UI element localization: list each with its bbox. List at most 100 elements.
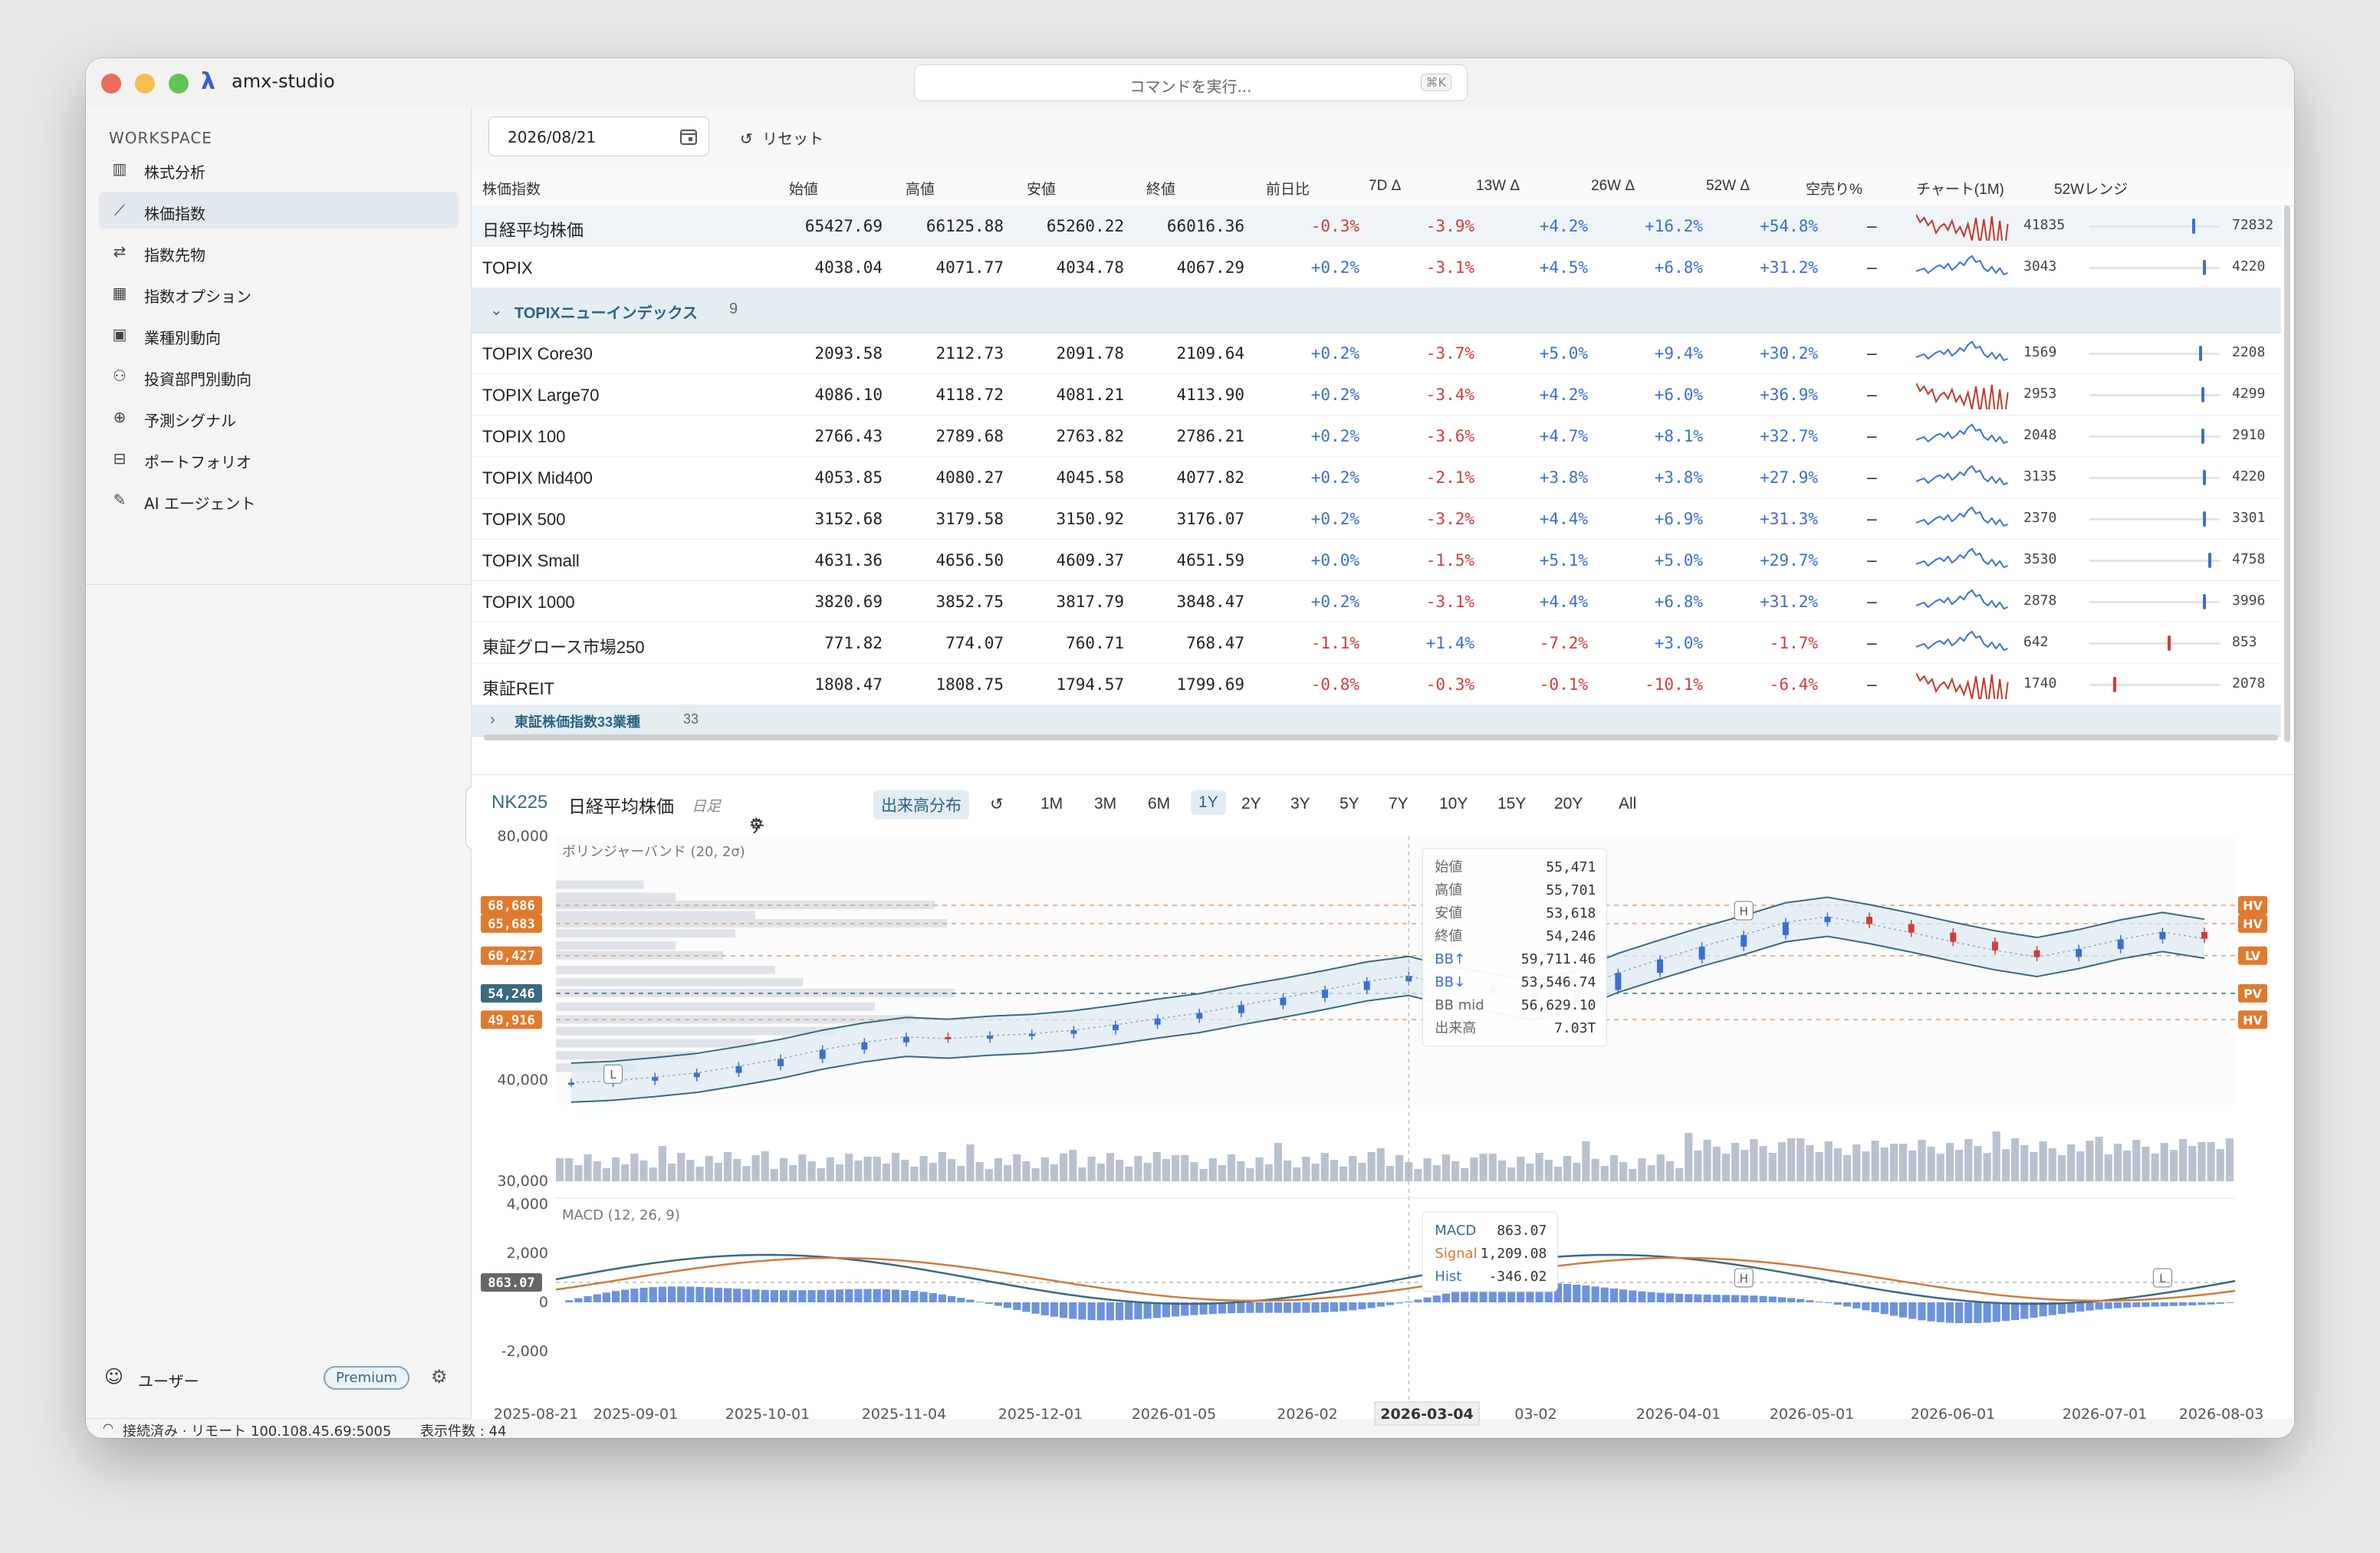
volume-bar bbox=[2160, 1143, 2168, 1181]
macd-histogram-bar bbox=[826, 1289, 834, 1302]
volume-bar bbox=[2123, 1151, 2132, 1181]
cell-name: TOPIX Mid400 bbox=[482, 468, 593, 488]
volume-profile-toggle[interactable]: 出来高分布 bbox=[873, 790, 969, 819]
column-header[interactable]: 前日比 bbox=[1266, 182, 1310, 198]
command-palette-input[interactable]: コマンドを実行... ⌘K bbox=[914, 64, 1468, 101]
macd-histogram-bar bbox=[1246, 1302, 1254, 1313]
column-header[interactable]: 始値 bbox=[789, 182, 819, 198]
reset-button[interactable]: ↺ リセット bbox=[740, 126, 823, 149]
table-row[interactable]: TOPIX Core30 2093.58 2112.73 2091.78 2109.64… bbox=[472, 333, 2281, 374]
macd-histogram-bar bbox=[1582, 1285, 1590, 1302]
x-tick-label: 2026-06-01 bbox=[1911, 1406, 1995, 1423]
macd-histogram-bar bbox=[574, 1298, 583, 1302]
column-header[interactable]: 13W Δ bbox=[1476, 178, 1520, 194]
table-row[interactable]: 東証グロース市場250 771.82 774.07 760.71 768.47 -1.1%… bbox=[472, 622, 2281, 664]
price-tag-label: 60,427 bbox=[488, 949, 534, 964]
column-header[interactable]: 空売り% bbox=[1806, 182, 1862, 198]
chart-reset-icon[interactable]: ↺ bbox=[990, 796, 1004, 813]
calendar-icon[interactable] bbox=[679, 127, 698, 146]
macd-histogram-bar bbox=[1927, 1302, 1935, 1322]
volume-bar bbox=[668, 1164, 676, 1181]
date-picker-input[interactable]: 2026/08/21 bbox=[488, 117, 709, 156]
table-row[interactable]: TOPIX 4038.04 4071.77 4034.78 4067.29 +0.2% -3… bbox=[472, 247, 2281, 288]
cell-short: — bbox=[1867, 427, 1877, 445]
volume-bar bbox=[994, 1158, 1002, 1181]
column-header[interactable]: チャート(1M) bbox=[1916, 182, 2004, 198]
macd-tooltip-value: 1,209.08 bbox=[1481, 1246, 1547, 1262]
macd-histogram-bar bbox=[1806, 1300, 1814, 1302]
sidebar-item-label: 業種別動向 bbox=[144, 329, 221, 347]
sidebar-item-8[interactable]: ⊟ ポートフォリオ bbox=[98, 440, 459, 477]
sidebar-item-label: 指数先物 bbox=[144, 246, 205, 264]
range-button-all[interactable]: All bbox=[1619, 795, 1637, 813]
settings-gear-icon[interactable]: ⚙ bbox=[431, 1366, 448, 1387]
range-button-15y[interactable]: 15Y bbox=[1497, 795, 1527, 813]
vertical-scrollbar[interactable] bbox=[2284, 205, 2290, 742]
sidebar-item-1[interactable]: ▥ 株式分析 bbox=[98, 150, 459, 187]
range-button-3y[interactable]: 3Y bbox=[1290, 795, 1310, 813]
volume-bar bbox=[705, 1156, 713, 1181]
cell-name: TOPIX 1000 bbox=[482, 593, 575, 612]
volume-bar bbox=[1031, 1168, 1040, 1181]
chart-marker-label: L bbox=[2159, 1272, 2166, 1285]
sidebar-item-3[interactable]: ⇄ 指数先物 bbox=[98, 233, 459, 270]
user-row[interactable]: ☺ ユーザー Premium ⚙ bbox=[101, 1364, 454, 1395]
volume-bar bbox=[2151, 1154, 2159, 1181]
table-row[interactable]: TOPIX Small 4631.36 4656.50 4609.37 4651.59 +… bbox=[472, 540, 2281, 581]
sidebar-item-6[interactable]: ⚇ 投資部門別動向 bbox=[98, 357, 459, 394]
zoom-window-button[interactable] bbox=[169, 74, 189, 94]
column-header[interactable]: 7D Δ bbox=[1369, 178, 1402, 194]
range-button-6m[interactable]: 6M bbox=[1148, 795, 1171, 813]
sidebar-item-9[interactable]: ✎ AI エージェント bbox=[98, 481, 459, 518]
sidebar-item-5[interactable]: ▣ 業種別動向 bbox=[98, 316, 459, 353]
column-header[interactable]: 26W Δ bbox=[1591, 178, 1635, 194]
close-window-button[interactable] bbox=[101, 74, 121, 94]
table-row[interactable]: 東証REIT 1808.47 1808.75 1794.57 1799.69 -0.8% -… bbox=[472, 664, 2281, 705]
group-row-33-sectors[interactable]: › 東証株価指数33業種 33 bbox=[472, 705, 2281, 737]
column-header[interactable]: 52W Δ bbox=[1706, 178, 1750, 194]
users-icon: ⚇ bbox=[113, 366, 127, 385]
cell-w13: +3.8% bbox=[1539, 468, 1588, 487]
sidebar-item-2[interactable]: ⟋ 株価指数 bbox=[98, 192, 459, 228]
group-row-topix-new-index[interactable]: ⌄ TOPIXニューインデックス 9 bbox=[472, 288, 2281, 333]
horizontal-scrollbar[interactable] bbox=[484, 734, 2278, 740]
column-header[interactable]: 高値 bbox=[906, 182, 935, 198]
table-row[interactable]: 日経平均株価 65427.69 66125.88 65260.22 66016.36 -0… bbox=[472, 205, 2281, 247]
price-chart[interactable]: 80,000 40,000 30,000 ボリンジャーバンド (20, 2σ) 68,6… bbox=[472, 806, 2294, 1434]
table-row[interactable]: TOPIX 100 2766.43 2789.68 2763.82 2786.21 +0.… bbox=[472, 415, 2281, 457]
sparkline-chart bbox=[1916, 465, 2008, 486]
range-button-1y[interactable]: 1Y bbox=[1191, 790, 1226, 815]
cell-open: 4631.36 bbox=[814, 551, 883, 570]
table-row[interactable]: TOPIX 500 3152.68 3179.58 3150.92 3176.07 +0.… bbox=[472, 498, 2281, 540]
column-header[interactable]: 終値 bbox=[1146, 182, 1176, 198]
range-button-3m[interactable]: 3M bbox=[1094, 795, 1117, 813]
range-button-1m[interactable]: 1M bbox=[1040, 795, 1063, 813]
table-row[interactable]: TOPIX Large70 4086.10 4118.72 4081.21 4113.9… bbox=[472, 374, 2281, 415]
range-high: 4758 bbox=[2232, 551, 2266, 567]
range-button-5y[interactable]: 5Y bbox=[1340, 795, 1359, 813]
macd-histogram-bar bbox=[1470, 1288, 1478, 1302]
table-row[interactable]: TOPIX Mid400 4053.85 4080.27 4045.58 4077.82… bbox=[472, 457, 2281, 498]
macd-tick-label: 0 bbox=[539, 1294, 548, 1311]
cell-w26: +8.1% bbox=[1654, 427, 1703, 445]
sidebar-item-4[interactable]: ▦ 指数オプション bbox=[98, 274, 459, 311]
column-header[interactable]: 安値 bbox=[1027, 182, 1057, 198]
column-header[interactable]: 株価指数 bbox=[482, 182, 541, 198]
sidebar-item-7[interactable]: ⊕ 予測シグナル bbox=[98, 399, 459, 435]
tooltip-value: 55,471 bbox=[1546, 859, 1596, 875]
minimize-window-button[interactable] bbox=[135, 74, 155, 94]
macd-histogram-bar bbox=[1656, 1292, 1665, 1302]
cell-high: 4656.50 bbox=[935, 551, 1004, 570]
volume-bar bbox=[780, 1158, 788, 1181]
cell-w26: +6.0% bbox=[1654, 386, 1703, 404]
range-button-20y[interactable]: 20Y bbox=[1554, 795, 1583, 813]
macd-histogram-bar bbox=[1311, 1302, 1320, 1313]
range-button-7y[interactable]: 7Y bbox=[1389, 795, 1409, 813]
cell-w13: +4.4% bbox=[1539, 593, 1588, 611]
macd-histogram-bar bbox=[2216, 1302, 2224, 1304]
range-button-2y[interactable]: 2Y bbox=[1241, 795, 1261, 813]
table-row[interactable]: TOPIX 1000 3820.69 3852.75 3817.79 3848.47 +0… bbox=[472, 581, 2281, 622]
arrows-swap-icon: ⇄ bbox=[113, 242, 127, 261]
column-header[interactable]: 52Wレンジ bbox=[2054, 182, 2129, 198]
range-button-10y[interactable]: 10Y bbox=[1439, 795, 1468, 813]
